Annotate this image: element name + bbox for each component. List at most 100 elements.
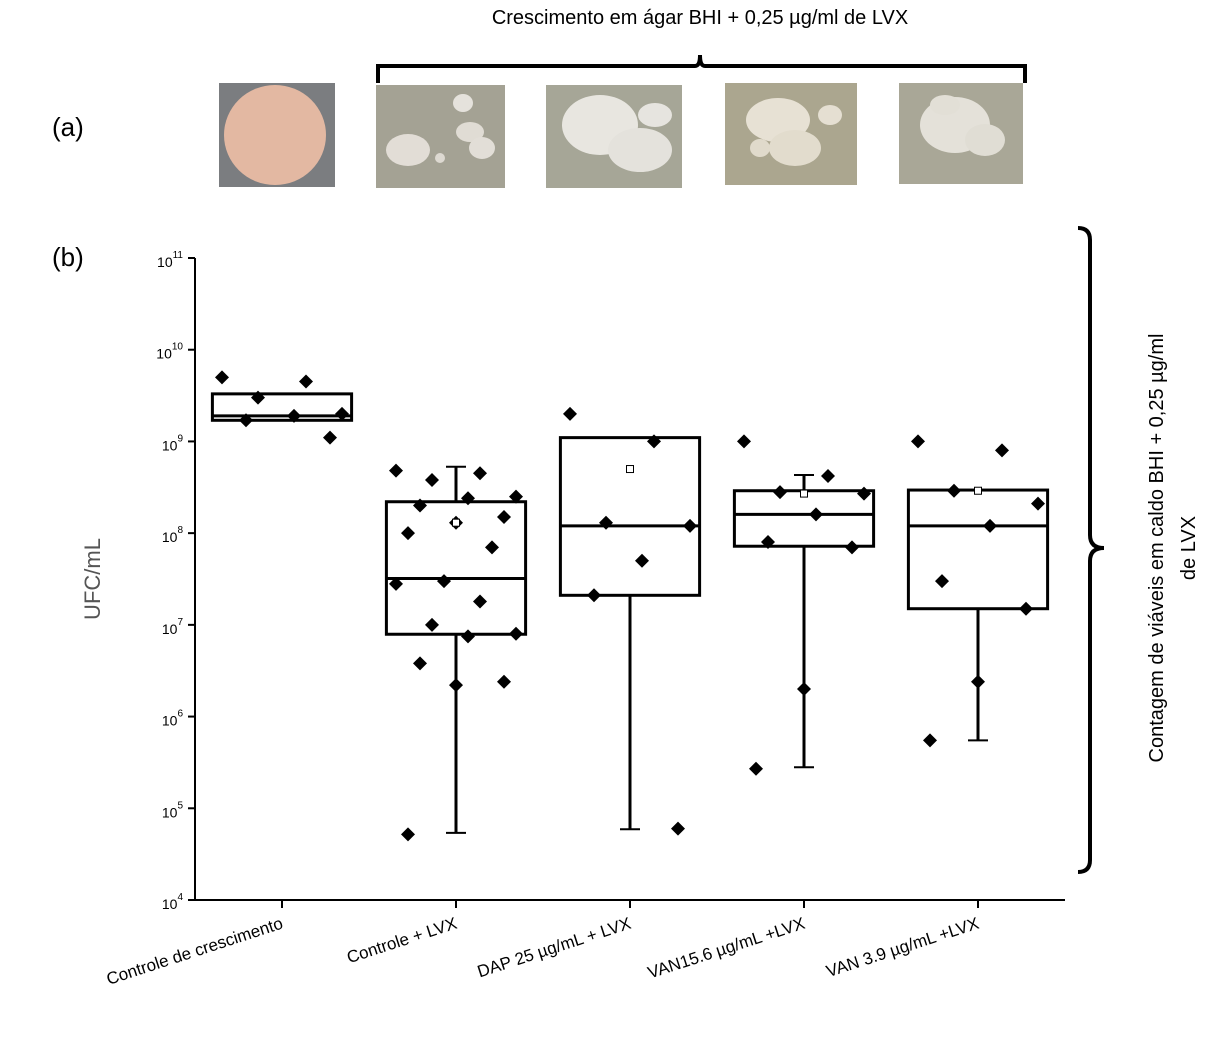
data-point — [995, 443, 1009, 458]
data-point — [389, 463, 403, 478]
data-point — [425, 472, 439, 487]
data-point — [683, 518, 697, 533]
data-point — [809, 507, 823, 522]
data-point — [299, 374, 313, 389]
data-point — [497, 509, 511, 524]
data-point — [473, 594, 487, 609]
data-point — [1019, 601, 1033, 616]
data-point — [413, 498, 427, 513]
data-point — [761, 535, 775, 550]
data-point — [983, 518, 997, 533]
data-point — [773, 485, 787, 500]
x-tick-label: Controle + LVX — [344, 914, 459, 967]
data-point — [251, 390, 265, 405]
panel-a-caption: Crescimento em ágar BHI + 0,25 µg/ml de … — [492, 7, 908, 29]
y-tick-base: 10 — [162, 896, 178, 912]
y-tick-label: 1011 — [157, 250, 183, 270]
box — [906, 488, 1050, 611]
photo — [899, 83, 1023, 184]
data-point — [335, 406, 349, 421]
data-point — [587, 588, 601, 603]
mean — [452, 518, 460, 527]
side-brace — [1077, 226, 1105, 874]
top-brace — [376, 54, 1027, 83]
x-tick-label: VAN 3.9 µg/mL +LVX — [824, 914, 981, 981]
photo — [376, 85, 505, 188]
y-tick-base: 10 — [156, 345, 172, 361]
data-point — [911, 434, 925, 449]
y-tick-exponent: 7 — [177, 616, 183, 627]
x-tick-label: VAN15.6 µg/mL +LVX — [645, 914, 807, 983]
data-point — [401, 827, 415, 842]
box — [384, 500, 528, 636]
data-point — [323, 430, 337, 445]
data-point — [797, 681, 811, 696]
data-point — [509, 489, 523, 504]
y-tick-exponent: 9 — [177, 433, 183, 444]
data-point — [563, 406, 577, 421]
data-point — [449, 678, 463, 693]
y-tick-exponent: 11 — [173, 250, 184, 261]
y-tick-exponent: 4 — [177, 892, 183, 903]
data-point — [461, 629, 475, 644]
data-point — [401, 526, 415, 541]
y-tick-label: 107 — [162, 616, 184, 636]
y-tick-label: 108 — [162, 525, 184, 545]
data-point — [821, 468, 835, 483]
data-point — [497, 674, 511, 689]
y-tick-base: 10 — [162, 804, 178, 820]
data-point — [509, 626, 523, 641]
box — [732, 489, 876, 548]
data-point — [671, 821, 685, 836]
photo — [219, 83, 335, 187]
y-tick-label: 106 — [162, 708, 184, 728]
side-label: Contagem de viáveis em caldo BHI + 0,25 … — [1146, 334, 1168, 763]
y-tick-label: 104 — [162, 892, 184, 912]
mean — [974, 486, 982, 495]
data-point — [1031, 496, 1045, 511]
box — [210, 392, 354, 422]
panel-a-label: (a) — [52, 112, 84, 142]
y-tick-exponent: 6 — [177, 708, 183, 719]
data-point — [845, 540, 859, 555]
side-label: de LVX — [1178, 516, 1200, 580]
data-point — [923, 733, 937, 748]
data-point — [461, 491, 475, 506]
data-point — [857, 486, 871, 501]
data-point — [635, 553, 649, 568]
x-tick-label: DAP 25 µg/mL + LVX — [475, 914, 633, 982]
y-axis-label: UFC/mL — [80, 538, 105, 620]
y-tick-label: 1010 — [156, 341, 183, 361]
y-tick-exponent: 8 — [177, 525, 183, 536]
data-point — [437, 574, 451, 589]
mean — [626, 465, 634, 474]
data-point — [485, 540, 499, 555]
data-point — [737, 434, 751, 449]
y-tick-label: 109 — [162, 433, 184, 453]
data-point — [215, 370, 229, 385]
data-point — [413, 656, 427, 671]
box — [558, 436, 702, 597]
data-point — [425, 617, 439, 632]
data-point — [599, 515, 613, 530]
data-point — [239, 413, 253, 428]
y-tick-base: 10 — [162, 621, 178, 637]
photo — [546, 85, 682, 188]
y-tick-base: 10 — [162, 529, 178, 545]
photo — [725, 83, 857, 185]
x-tick-label: Controle de crescimento — [104, 914, 285, 989]
y-tick-exponent: 5 — [177, 800, 183, 811]
data-point — [749, 761, 763, 776]
data-point — [971, 674, 985, 689]
y-tick-exponent: 10 — [172, 341, 184, 352]
y-tick-base: 10 — [157, 254, 173, 270]
y-tick-base: 10 — [162, 712, 178, 728]
mean — [800, 489, 808, 498]
data-point — [287, 408, 301, 423]
y-tick-label: 105 — [162, 800, 184, 820]
y-tick-base: 10 — [162, 437, 178, 453]
panel-b-label: (b) — [52, 242, 84, 272]
data-point — [473, 466, 487, 481]
data-point — [947, 483, 961, 498]
